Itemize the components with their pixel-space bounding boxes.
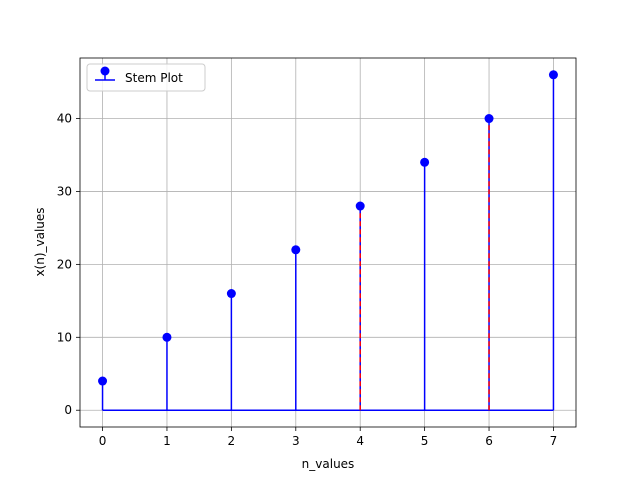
x-tick-label: 1 xyxy=(163,434,171,448)
y-tick-label: 30 xyxy=(57,184,72,198)
stems xyxy=(98,70,558,411)
y-tick-label: 10 xyxy=(57,330,72,344)
y-tick-label: 20 xyxy=(57,257,72,271)
x-axis-label: n_values xyxy=(302,457,355,471)
axes xyxy=(79,57,577,428)
stem-marker xyxy=(355,201,365,211)
stem-marker xyxy=(420,157,430,167)
stem-marker xyxy=(226,289,236,299)
legend-box xyxy=(86,63,206,92)
stem-marker xyxy=(291,245,301,255)
ticks: 0 1 2 3 4 5 6 7 0 10 20 30 40 xyxy=(57,112,558,448)
stem-marker xyxy=(162,332,172,342)
y-tick-label: 0 xyxy=(64,403,72,417)
x-tick-label: 0 xyxy=(99,434,107,448)
y-tick-label: 40 xyxy=(57,112,72,126)
plot-frame xyxy=(79,57,577,428)
legend-label: Stem Plot xyxy=(125,71,183,85)
x-tick-label: 2 xyxy=(228,434,236,448)
legend-marker xyxy=(100,66,110,76)
stem-marker xyxy=(548,70,558,80)
stem-marker xyxy=(98,376,108,386)
y-axis-label: x(n)_values xyxy=(33,207,47,276)
x-tick-label: 5 xyxy=(421,434,429,448)
x-tick-label: 4 xyxy=(356,434,364,448)
x-tick-label: 6 xyxy=(485,434,493,448)
stem-marker xyxy=(484,114,494,124)
x-tick-label: 3 xyxy=(292,434,300,448)
x-tick-label: 7 xyxy=(550,434,558,448)
legend: Stem Plot xyxy=(86,63,206,92)
